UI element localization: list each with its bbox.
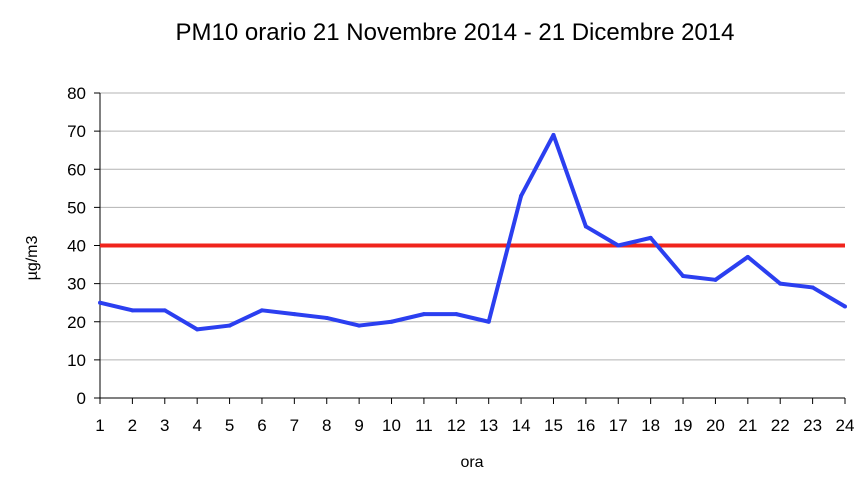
x-tick-label: 7 xyxy=(290,416,299,435)
data-point xyxy=(389,319,394,324)
y-tick-label: 40 xyxy=(67,237,86,256)
chart-title: PM10 orario 21 Novembre 2014 - 21 Dicemb… xyxy=(176,19,735,46)
series-points xyxy=(98,132,847,332)
data-point xyxy=(227,323,232,328)
y-tick-label: 10 xyxy=(67,351,86,370)
y-tick-label: 70 xyxy=(67,122,86,141)
data-point xyxy=(648,235,653,240)
x-tick-label: 20 xyxy=(706,416,725,435)
data-point xyxy=(259,308,264,313)
data-point xyxy=(357,323,362,328)
x-tick-label: 11 xyxy=(415,416,433,435)
x-tick-label: 23 xyxy=(803,416,822,435)
data-point xyxy=(681,274,686,278)
x-tick-label: 16 xyxy=(576,416,595,435)
data-point xyxy=(551,132,556,137)
x-tick-label: 3 xyxy=(160,416,169,435)
x-tick-label: 8 xyxy=(322,416,331,435)
y-tick-label: 80 xyxy=(67,84,86,103)
y-tick-label: 50 xyxy=(67,198,86,217)
y-tick-label: 60 xyxy=(67,160,86,179)
data-point xyxy=(162,308,167,313)
x-tick-label: 1 xyxy=(95,416,104,435)
x-tick-label: 18 xyxy=(641,416,660,435)
x-axis-label: ora xyxy=(460,454,483,471)
x-tick-label: 2 xyxy=(128,416,137,435)
x-tick-label: 15 xyxy=(544,416,563,435)
data-point xyxy=(713,277,718,282)
data-point xyxy=(195,327,200,332)
y-tick-label: 20 xyxy=(67,313,86,332)
x-tick-labels: 1 2 3 4 5 6 7 8 9 10 11 12 13 14 15 16 17 18 19 20 21 22 23 24 xyxy=(95,398,854,435)
data-point xyxy=(292,312,297,317)
x-tick-label: 24 xyxy=(836,416,855,435)
pm10-series-line xyxy=(99,132,847,332)
data-point xyxy=(616,243,621,248)
x-tick-label: 19 xyxy=(674,416,693,435)
data-point xyxy=(745,254,750,259)
x-tick-label: 21 xyxy=(738,416,757,435)
data-point xyxy=(324,315,329,320)
data-point xyxy=(810,285,815,290)
x-tick-label: 5 xyxy=(225,416,234,435)
data-point xyxy=(421,312,426,317)
data-point xyxy=(843,304,847,309)
x-tick-label: 22 xyxy=(771,416,790,435)
x-tick-label: 10 xyxy=(382,416,401,435)
y-tick-label: 0 xyxy=(77,389,86,408)
data-point xyxy=(778,281,783,286)
x-tick-label: 9 xyxy=(354,416,363,435)
data-point xyxy=(583,224,588,229)
y-tick-labels: 0 10 20 30 40 50 60 70 80 xyxy=(67,84,86,408)
data-point xyxy=(519,193,524,198)
data-point xyxy=(454,312,459,317)
x-tick-label: 14 xyxy=(512,416,531,435)
x-tick-label: 17 xyxy=(609,416,628,435)
x-tick-label: 6 xyxy=(257,416,266,435)
x-tick-label: 13 xyxy=(479,416,498,435)
data-point xyxy=(98,300,102,305)
data-point xyxy=(130,308,135,313)
y-axis-label: µg/m3 xyxy=(24,236,41,281)
y-tick-label: 30 xyxy=(67,275,86,294)
data-point xyxy=(486,319,491,324)
x-tick-label: 4 xyxy=(192,416,201,435)
x-tick-label: 12 xyxy=(447,416,466,435)
